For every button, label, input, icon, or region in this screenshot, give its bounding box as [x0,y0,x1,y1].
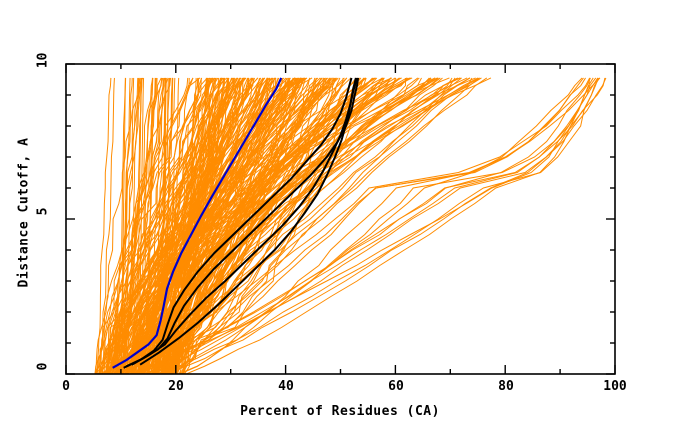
xtick-label: 20 [168,379,184,394]
xtick-label: 80 [498,379,514,394]
ytick-label: 0 [35,362,51,371]
highlight-curves [112,77,360,369]
xtick-label: 100 [603,379,627,394]
orange-curve-bundle [94,77,607,374]
x-axis-label: Percent of Residues (CA) [240,404,440,419]
y-axis-label: Distance Cutoff, A [16,137,32,288]
xtick-label: 0 [62,379,70,394]
axis-frame [65,63,616,375]
xtick-label: 60 [388,379,404,394]
ytick-label: 10 [35,52,51,69]
ytick-label: 5 [35,207,51,216]
xtick-label: 40 [278,379,294,394]
